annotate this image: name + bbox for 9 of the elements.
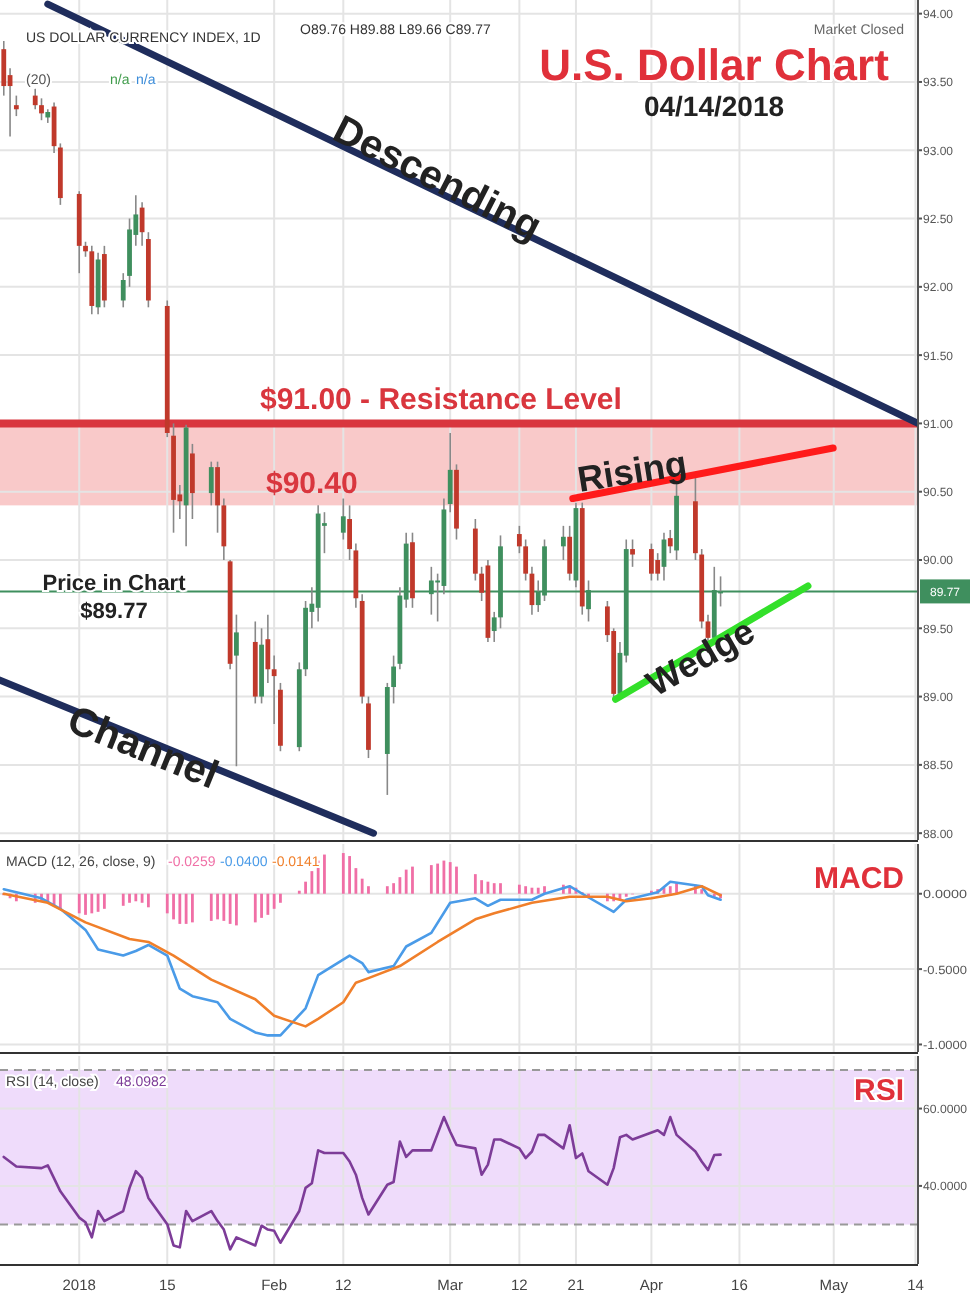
annotation: $90.40 <box>265 467 358 502</box>
annotation: Price in Chart <box>42 572 187 596</box>
text: U.S. Dollar Chart <box>539 40 891 90</box>
text: 04/14/2018 <box>643 90 785 122</box>
annotation: Rising <box>574 443 690 500</box>
text: RSI <box>853 1074 904 1108</box>
annotation: $89.77 <box>80 600 148 624</box>
text: MACD <box>814 862 905 896</box>
ref-line-label: $91.00 - Resistance Level <box>260 383 622 418</box>
